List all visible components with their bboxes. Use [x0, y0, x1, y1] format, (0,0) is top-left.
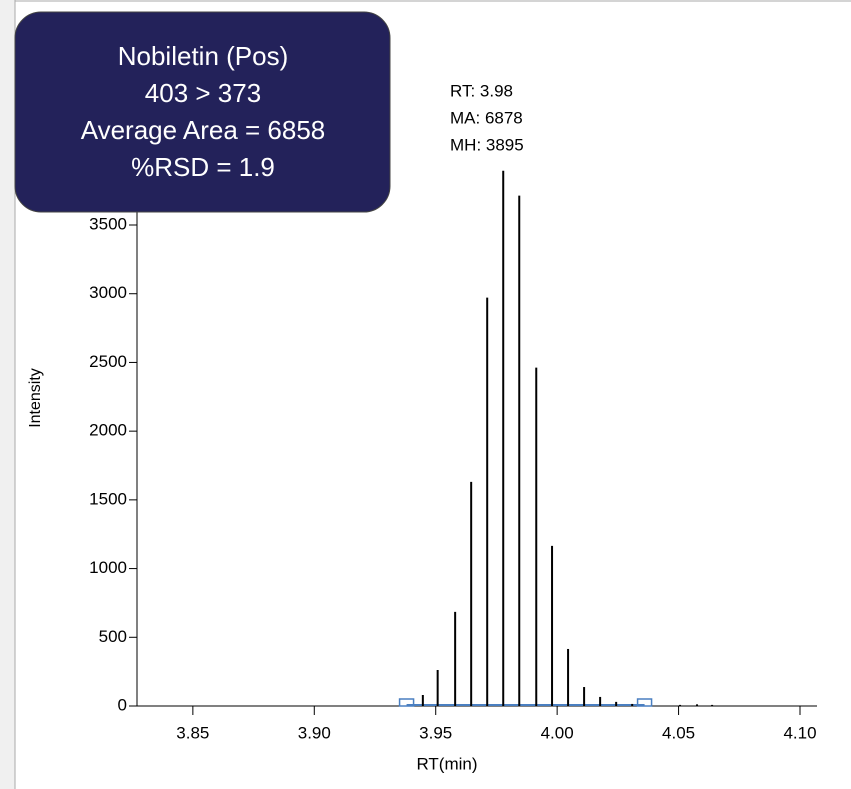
y-tick-label: 2500: [89, 352, 127, 371]
x-axis-label: RT(min): [416, 754, 477, 773]
x-tick-label: 4.10: [783, 723, 816, 742]
info-box-text: Average Area = 6858: [81, 115, 326, 145]
y-tick-label: 1500: [89, 489, 127, 508]
x-tick-label: 3.95: [419, 723, 452, 742]
info-box-text: Nobiletin (Pos): [118, 41, 289, 71]
x-tick-label: 4.00: [541, 723, 574, 742]
x-tick-label: 4.05: [662, 723, 695, 742]
y-tick-label: 500: [99, 627, 127, 646]
y-tick-label: 3500: [89, 214, 127, 233]
info-box-text: 403 > 373: [145, 78, 261, 108]
x-tick-label: 3.85: [176, 723, 209, 742]
info-box-text: %RSD = 1.9: [131, 152, 275, 182]
y-tick-label: 1000: [89, 558, 127, 577]
peak-bound-marker: [636, 698, 653, 707]
peak-annotation: MH: 3895: [450, 135, 524, 154]
peak-annotation: RT: 3.98: [450, 81, 513, 100]
y-tick-label: 2000: [89, 421, 127, 440]
info-box: [14, 11, 391, 213]
y-tick-label: 0: [118, 695, 127, 714]
x-tick-label: 3.90: [298, 723, 331, 742]
y-tick-label: 3000: [89, 283, 127, 302]
peak-bound-marker: [398, 698, 415, 707]
side-strip: [0, 0, 15, 789]
peak-annotation: MA: 6878: [450, 108, 523, 127]
y-axis-label: Intensity: [27, 368, 44, 428]
